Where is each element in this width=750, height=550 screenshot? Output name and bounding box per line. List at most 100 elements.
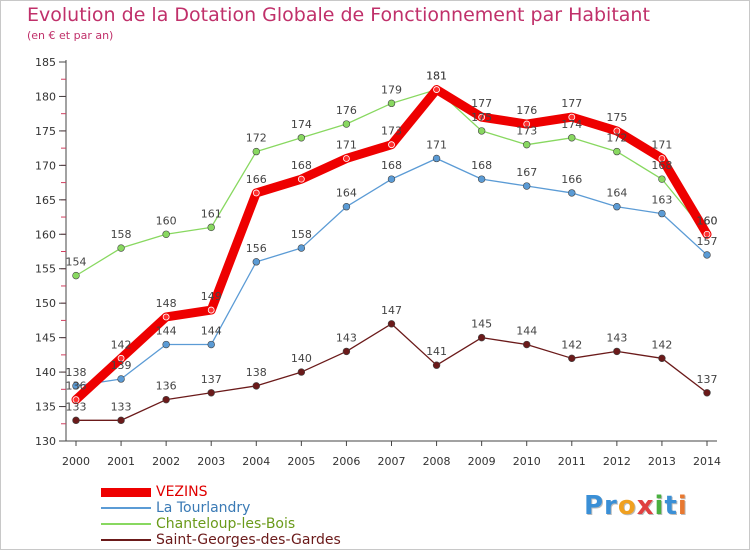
series-point-0 bbox=[658, 155, 666, 162]
series-point-1 bbox=[432, 154, 441, 163]
data-label-2: 160 bbox=[697, 214, 718, 227]
axes: 130 135 140 145 150 155 160 165 170 175 180 185 2000… bbox=[35, 56, 721, 468]
series-point-0 bbox=[297, 175, 305, 183]
logo-letter: Pr bbox=[584, 491, 618, 521]
x-tick-label: 2002 bbox=[152, 455, 180, 468]
chart-title: Evolution de la Dotation Globale de Fonc… bbox=[27, 4, 650, 26]
legend-label: Saint-Georges-des-Gardes bbox=[156, 532, 341, 548]
series-point-3 bbox=[117, 416, 125, 425]
legend-swatch bbox=[101, 539, 151, 541]
series-point-1 bbox=[252, 258, 260, 266]
data-label-2: 175 bbox=[471, 111, 492, 124]
data-label-1: 144 bbox=[156, 325, 177, 338]
y-tick-label: 180 bbox=[35, 90, 56, 103]
data-label-3: 141 bbox=[426, 345, 447, 358]
logo-letter: o bbox=[617, 491, 637, 521]
legend-label: Chanteloup-les-Bois bbox=[156, 516, 296, 532]
series-point-3 bbox=[252, 382, 260, 390]
series-point-3 bbox=[297, 368, 306, 376]
data-label-2: 172 bbox=[606, 132, 627, 145]
series-point-1 bbox=[703, 251, 711, 259]
data-label-0: 142 bbox=[111, 338, 132, 351]
x-tick-label: 2011 bbox=[558, 455, 586, 468]
series-point-2 bbox=[117, 244, 125, 252]
data-label-1: 168 bbox=[381, 159, 402, 172]
logo-letter: i bbox=[677, 491, 688, 521]
series-point-2 bbox=[252, 147, 260, 156]
data-label-3: 137 bbox=[697, 373, 718, 386]
data-label-3: 144 bbox=[516, 325, 537, 338]
data-label-0: 171 bbox=[336, 138, 357, 151]
data-label-1: 157 bbox=[697, 235, 718, 248]
data-label-2: 161 bbox=[201, 207, 222, 220]
data-label-0: 173 bbox=[381, 125, 402, 138]
series-point-3 bbox=[523, 340, 531, 349]
data-label-2: 174 bbox=[561, 118, 582, 131]
y-tick-label: 170 bbox=[35, 159, 56, 172]
series-point-3 bbox=[703, 389, 711, 397]
data-label-1: 164 bbox=[336, 187, 357, 200]
x-tick-label: 2014 bbox=[693, 455, 721, 468]
data-labels: 138 139 144 144 156 158 164 168 171 168 167 166 164 1… bbox=[66, 70, 718, 414]
x-tick-label: 2005 bbox=[287, 455, 315, 468]
series-layer bbox=[71, 85, 712, 425]
series-point-3 bbox=[658, 354, 666, 363]
data-label-0: 148 bbox=[156, 297, 177, 310]
x-tick-label: 2004 bbox=[242, 455, 270, 468]
x-tick-label: 2010 bbox=[513, 455, 541, 468]
data-label-2: 158 bbox=[111, 228, 132, 241]
series-point-1 bbox=[387, 175, 396, 183]
series-point-2 bbox=[72, 271, 80, 280]
series-point-3 bbox=[207, 389, 215, 397]
series-point-2 bbox=[658, 175, 666, 183]
data-label-3: 143 bbox=[336, 331, 357, 344]
data-label-2: 181 bbox=[426, 70, 447, 83]
y-tick-label: 155 bbox=[35, 263, 56, 276]
series-point-2 bbox=[568, 134, 576, 142]
data-label-0: 177 bbox=[471, 97, 492, 110]
x-tick-label: 2006 bbox=[332, 455, 360, 468]
data-label-0: 136 bbox=[66, 380, 87, 393]
data-label-0: 149 bbox=[201, 290, 222, 303]
y-tick-label: 130 bbox=[35, 435, 56, 448]
y-tick-label: 150 bbox=[35, 297, 56, 310]
data-label-0: 166 bbox=[246, 173, 267, 186]
series-point-2 bbox=[477, 127, 486, 135]
data-label-2: 172 bbox=[246, 132, 267, 145]
data-label-3: 140 bbox=[291, 352, 312, 365]
data-label-2: 160 bbox=[156, 214, 177, 227]
x-tick-label: 2009 bbox=[468, 455, 496, 468]
data-label-2: 176 bbox=[336, 104, 357, 117]
data-label-3: 133 bbox=[66, 400, 87, 413]
series-point-2 bbox=[342, 120, 351, 128]
series-point-3 bbox=[342, 347, 351, 356]
series-point-1 bbox=[658, 209, 666, 218]
series-point-2 bbox=[523, 140, 531, 149]
y-tick-label: 175 bbox=[35, 125, 56, 138]
y-tick-label: 165 bbox=[35, 194, 56, 207]
legend-swatch bbox=[101, 523, 151, 525]
data-label-3: 138 bbox=[246, 366, 267, 379]
x-tick-label: 2012 bbox=[603, 455, 631, 468]
series-point-0 bbox=[162, 313, 170, 321]
data-label-0: 181 bbox=[426, 70, 447, 83]
series-point-0 bbox=[388, 141, 395, 149]
data-label-3: 137 bbox=[201, 373, 222, 386]
data-label-1: 163 bbox=[651, 194, 672, 207]
series-point-1 bbox=[162, 340, 170, 349]
data-label-0: 160 bbox=[697, 214, 718, 227]
data-label-1: 158 bbox=[291, 228, 312, 241]
data-label-3: 145 bbox=[471, 318, 492, 331]
series-point-1 bbox=[613, 203, 621, 211]
data-label-1: 164 bbox=[606, 187, 627, 200]
series-point-2 bbox=[162, 230, 170, 238]
series-point-3 bbox=[477, 333, 486, 342]
y-tick-label: 140 bbox=[35, 366, 56, 379]
x-tick-label: 2001 bbox=[107, 455, 135, 468]
series-point-1 bbox=[207, 340, 215, 349]
series-point-3 bbox=[613, 347, 621, 356]
x-tick-label: 2007 bbox=[378, 455, 406, 468]
series-point-1 bbox=[117, 375, 125, 383]
